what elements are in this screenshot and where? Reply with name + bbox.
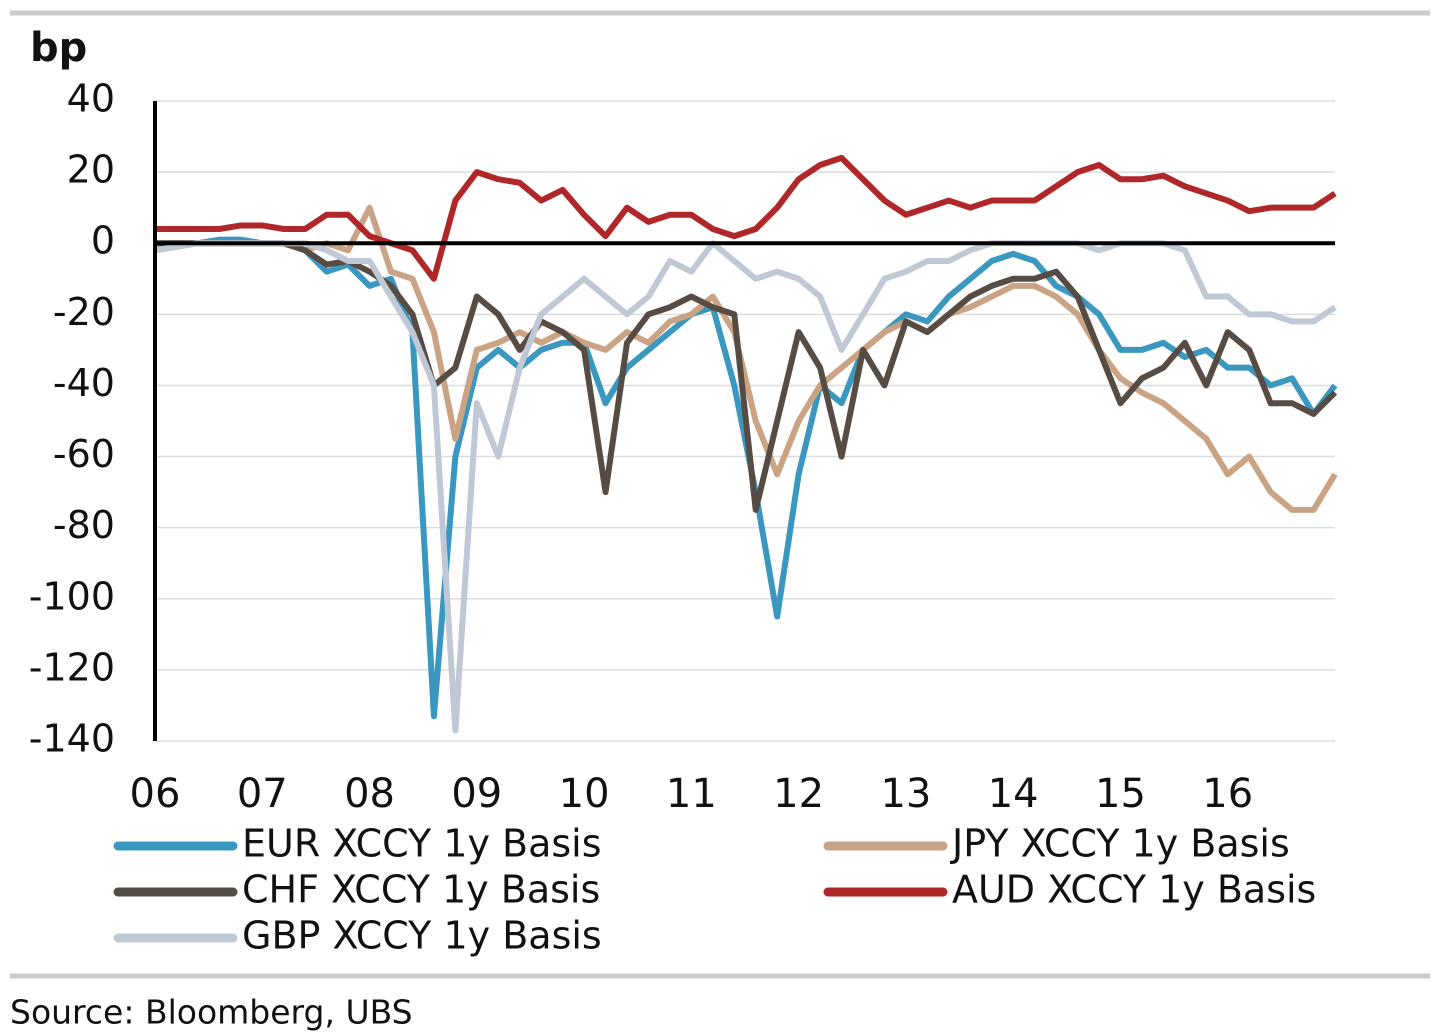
y-tick-label: -20	[53, 290, 115, 334]
y-axis-label: bp	[30, 25, 87, 71]
y-tick-label: -60	[53, 432, 115, 476]
y-tick-label: -40	[53, 361, 115, 405]
legend-label: CHF XCCY 1y Basis	[242, 868, 600, 912]
x-tick-label: 11	[666, 771, 717, 817]
x-tick-label: 10	[559, 771, 610, 817]
legend-label: JPY XCCY 1y Basis	[950, 822, 1290, 866]
series-line	[155, 236, 1338, 720]
source-note: Source: Bloomberg, UBS	[10, 993, 413, 1032]
x-tick-label: 08	[344, 771, 395, 817]
legend-label: GBP XCCY 1y Basis	[242, 914, 602, 958]
x-tick-label: 07	[237, 771, 288, 817]
x-tick-label: 06	[130, 771, 181, 817]
x-tick-label: 15	[1095, 771, 1146, 817]
series-line	[155, 154, 1337, 282]
y-tick-label: 20	[67, 148, 115, 192]
legend-label: AUD XCCY 1y Basis	[952, 868, 1316, 912]
y-tick-label: -80	[53, 503, 115, 547]
y-tick-label: 0	[91, 219, 115, 263]
x-tick-label: 12	[773, 771, 824, 817]
legend-label: EUR XCCY 1y Basis	[242, 822, 602, 866]
y-tick-label: -120	[29, 645, 115, 689]
x-tick-label: 09	[451, 771, 502, 817]
y-tick-label: 40	[67, 77, 115, 121]
x-tick-label: 14	[988, 771, 1039, 817]
x-tick-label: 13	[880, 771, 931, 817]
series-line	[154, 240, 1337, 734]
y-tick-label: -140	[29, 717, 115, 761]
y-tick-label: -100	[29, 574, 115, 618]
x-tick-label: 16	[1202, 771, 1253, 817]
